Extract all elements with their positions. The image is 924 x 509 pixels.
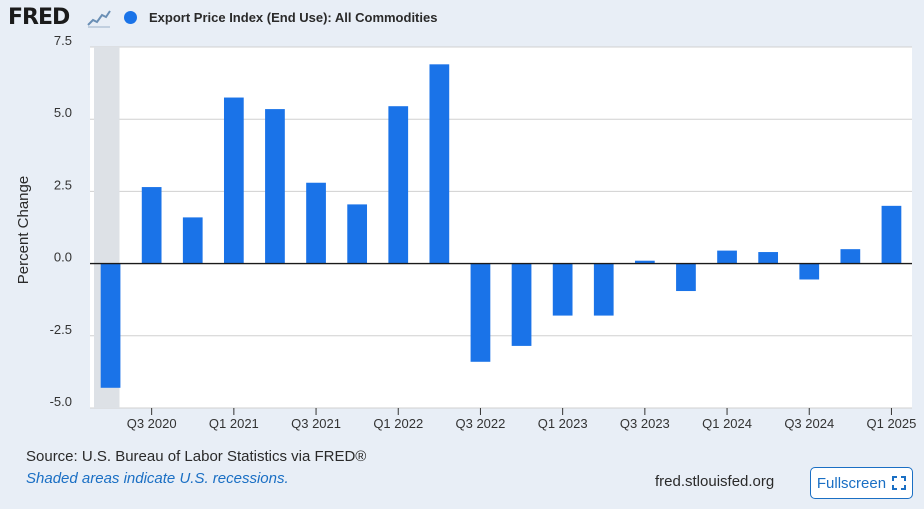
fullscreen-button[interactable]: Fullscreen <box>810 467 913 499</box>
fred-logo[interactable]: FRED <box>8 5 70 30</box>
plot-area <box>90 47 912 408</box>
x-tick-label: Q1 2024 <box>702 416 752 431</box>
y-tick-label: 5.0 <box>54 105 72 120</box>
x-tick-label: Q3 2022 <box>456 416 506 431</box>
bar <box>265 109 285 264</box>
recession-note: Shaded areas indicate U.S. recessions. <box>26 470 289 487</box>
bar <box>429 64 450 264</box>
x-tick-label: Q1 2025 <box>867 416 917 431</box>
x-tick-label: Q1 2023 <box>538 416 588 431</box>
bar <box>388 106 409 264</box>
fullscreen-label: Fullscreen <box>816 474 887 492</box>
bar <box>840 249 861 264</box>
bar <box>717 250 737 264</box>
bar <box>593 263 614 316</box>
y-tick-label: -2.5 <box>50 322 72 337</box>
site-url[interactable]: fred.stlouisfed.org <box>655 473 775 490</box>
bar-chart: 7.5 5.0 2.5 0.0 -2.5 -5.0 Q3 2020 Q1 2021 Q3 20… <box>15 33 917 431</box>
legend-marker <box>124 11 137 24</box>
legend-label[interactable]: Export Price Index (End Use): All Commod… <box>149 10 438 25</box>
y-tick-label: 2.5 <box>54 177 72 192</box>
bar <box>511 263 532 346</box>
fred-sparkline-icon <box>87 8 111 28</box>
x-tick-label: Q1 2021 <box>209 416 259 431</box>
x-tick-label: Q3 2024 <box>784 416 834 431</box>
x-tick-label: Q3 2023 <box>620 416 670 431</box>
bar <box>100 263 121 388</box>
bar <box>141 187 162 264</box>
bar <box>758 252 779 264</box>
source-text: Source: U.S. Bureau of Labor Statistics … <box>26 448 367 465</box>
bar <box>676 263 696 292</box>
y-tick-label: 0.0 <box>54 250 72 265</box>
bar <box>634 260 655 264</box>
x-tick-label: Q3 2021 <box>291 416 341 431</box>
fullscreen-icon <box>892 476 907 490</box>
y-axis-label: Percent Change <box>15 176 32 284</box>
bar <box>182 217 203 264</box>
y-tick-label: 7.5 <box>54 33 72 48</box>
x-tick-label: Q1 2022 <box>373 416 423 431</box>
bar <box>552 263 573 316</box>
bar <box>881 205 902 264</box>
bar <box>223 97 244 264</box>
bar <box>306 182 326 264</box>
y-tick-label: -5.0 <box>50 394 72 409</box>
bar <box>347 204 368 264</box>
bar <box>799 263 820 280</box>
bar <box>470 263 491 362</box>
chart-header: FRED Export Price Index (End Use): All C… <box>0 0 924 36</box>
x-tick-label: Q3 2020 <box>127 416 177 431</box>
